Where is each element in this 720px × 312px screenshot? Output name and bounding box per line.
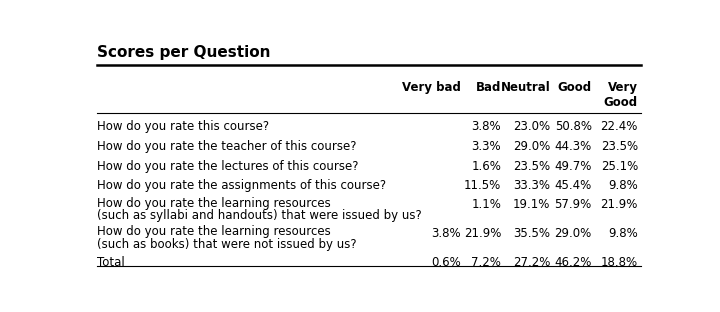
Text: Good: Good (557, 81, 592, 94)
Text: How do you rate the assignments of this course?: How do you rate the assignments of this … (96, 179, 386, 193)
Text: (such as syllabi and handouts) that were issued by us?: (such as syllabi and handouts) that were… (96, 209, 421, 222)
Text: 29.0%: 29.0% (513, 140, 550, 153)
Text: 29.0%: 29.0% (554, 227, 592, 240)
Text: 23.5%: 23.5% (600, 140, 638, 153)
Text: 57.9%: 57.9% (554, 198, 592, 212)
Text: 3.3%: 3.3% (472, 140, 501, 153)
Text: 49.7%: 49.7% (554, 160, 592, 173)
Text: Total: Total (96, 256, 125, 269)
Text: 23.0%: 23.0% (513, 120, 550, 133)
Text: 11.5%: 11.5% (464, 179, 501, 193)
Text: 9.8%: 9.8% (608, 227, 638, 240)
Text: 27.2%: 27.2% (513, 256, 550, 269)
Text: 0.6%: 0.6% (431, 256, 461, 269)
Text: 25.1%: 25.1% (600, 160, 638, 173)
Text: 35.5%: 35.5% (513, 227, 550, 240)
Text: 7.2%: 7.2% (472, 256, 501, 269)
Text: 21.9%: 21.9% (600, 198, 638, 212)
Text: 9.8%: 9.8% (608, 179, 638, 193)
Text: 19.1%: 19.1% (513, 198, 550, 212)
Text: Bad: Bad (476, 81, 501, 94)
Text: Neutral: Neutral (500, 81, 550, 94)
Text: 33.3%: 33.3% (513, 179, 550, 193)
Text: Very
Good: Very Good (604, 81, 638, 109)
Text: 3.8%: 3.8% (431, 227, 461, 240)
Text: How do you rate the learning resources: How do you rate the learning resources (96, 197, 330, 210)
Text: 50.8%: 50.8% (554, 120, 592, 133)
Text: 22.4%: 22.4% (600, 120, 638, 133)
Text: 46.2%: 46.2% (554, 256, 592, 269)
Text: 45.4%: 45.4% (554, 179, 592, 193)
Text: How do you rate the lectures of this course?: How do you rate the lectures of this cou… (96, 160, 358, 173)
Text: How do you rate this course?: How do you rate this course? (96, 120, 269, 133)
Text: (such as books) that were not issued by us?: (such as books) that were not issued by … (96, 237, 356, 251)
Text: 1.6%: 1.6% (472, 160, 501, 173)
Text: 21.9%: 21.9% (464, 227, 501, 240)
Text: Very bad: Very bad (402, 81, 461, 94)
Text: 3.8%: 3.8% (472, 120, 501, 133)
Text: How do you rate the learning resources: How do you rate the learning resources (96, 225, 330, 238)
Text: 44.3%: 44.3% (554, 140, 592, 153)
Text: Scores per Question: Scores per Question (96, 45, 270, 60)
Text: How do you rate the teacher of this course?: How do you rate the teacher of this cour… (96, 140, 356, 153)
Text: 18.8%: 18.8% (600, 256, 638, 269)
Text: 1.1%: 1.1% (472, 198, 501, 212)
Text: 23.5%: 23.5% (513, 160, 550, 173)
